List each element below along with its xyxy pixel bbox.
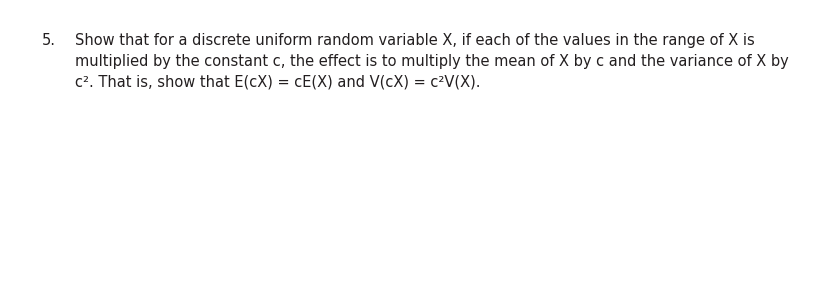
Text: multiplied by the constant c, the effect is to multiply the mean of X by c and t: multiplied by the constant c, the effect… (75, 54, 789, 69)
Text: 5.: 5. (42, 33, 56, 48)
Text: c². That is, show that E(cX) = cE(X) and V(cX) = c²V(X).: c². That is, show that E(cX) = cE(X) and… (75, 74, 480, 89)
Text: Show that for a discrete uniform random variable X, if each of the values in the: Show that for a discrete uniform random … (75, 33, 755, 48)
